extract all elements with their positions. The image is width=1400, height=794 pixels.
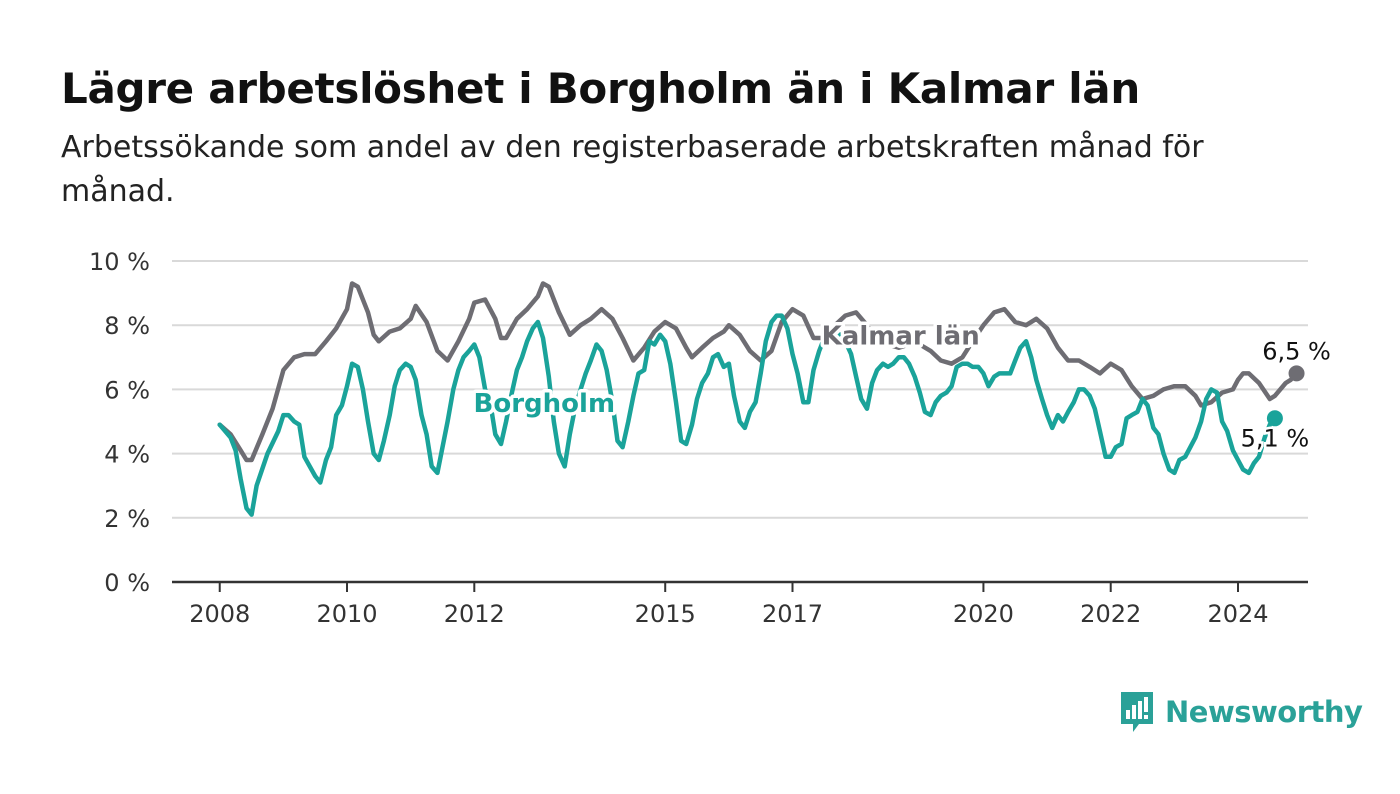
x-tick-label: 2024: [1207, 600, 1268, 628]
x-axis-ticks: 2008 2010 2012 2015 2017 2020 2022 2024: [189, 582, 1269, 628]
y-tick-label: 6 %: [104, 376, 150, 404]
series-label-borgholm: Borgholm: [474, 389, 616, 419]
y-tick-label: 4 %: [104, 441, 150, 469]
x-tick-label: 2012: [444, 600, 505, 628]
series-line-borgholm: [217, 313, 1278, 517]
newsworthy-logo: Newsworthy: [1119, 690, 1363, 734]
series-lines: [217, 281, 1305, 517]
y-axis-ticks: 0 % 2 % 4 % 6 % 8 % 10 %: [89, 248, 150, 597]
end-value-label: 5,1 %: [1241, 424, 1310, 452]
series-end-dot-kalmar-l-n: [1288, 365, 1305, 382]
x-tick-label: 2008: [189, 600, 250, 628]
newsworthy-bar-chart-icon: [1121, 692, 1153, 732]
series-labels: 6,5 % 5,1 % Kalmar län Borgholm: [470, 318, 1333, 455]
x-tick-label: 2020: [953, 600, 1014, 628]
series-label-kalmar-l-n: Kalmar län: [822, 321, 980, 351]
series-line-kalmar-l-n: [217, 281, 1299, 463]
end-value-label: 6,5 %: [1262, 337, 1331, 365]
y-tick-label: 2 %: [104, 505, 150, 533]
y-tick-label: 8 %: [104, 312, 150, 340]
x-tick-label: 2022: [1080, 600, 1141, 628]
x-tick-label: 2015: [635, 600, 696, 628]
chart-title: Lägre arbetslöshet i Borgholm än i Kalma…: [61, 64, 1140, 113]
y-tick-label: 0 %: [104, 569, 150, 597]
x-tick-label: 2017: [762, 600, 823, 628]
x-tick-label: 2010: [316, 600, 377, 628]
logo-text: Newsworthy: [1165, 695, 1363, 729]
chart-subtitle: Arbetssökande som andel av den registerb…: [61, 130, 1204, 209]
series-end-dot-borgholm: [1266, 410, 1283, 427]
y-tick-label: 10 %: [89, 248, 150, 276]
